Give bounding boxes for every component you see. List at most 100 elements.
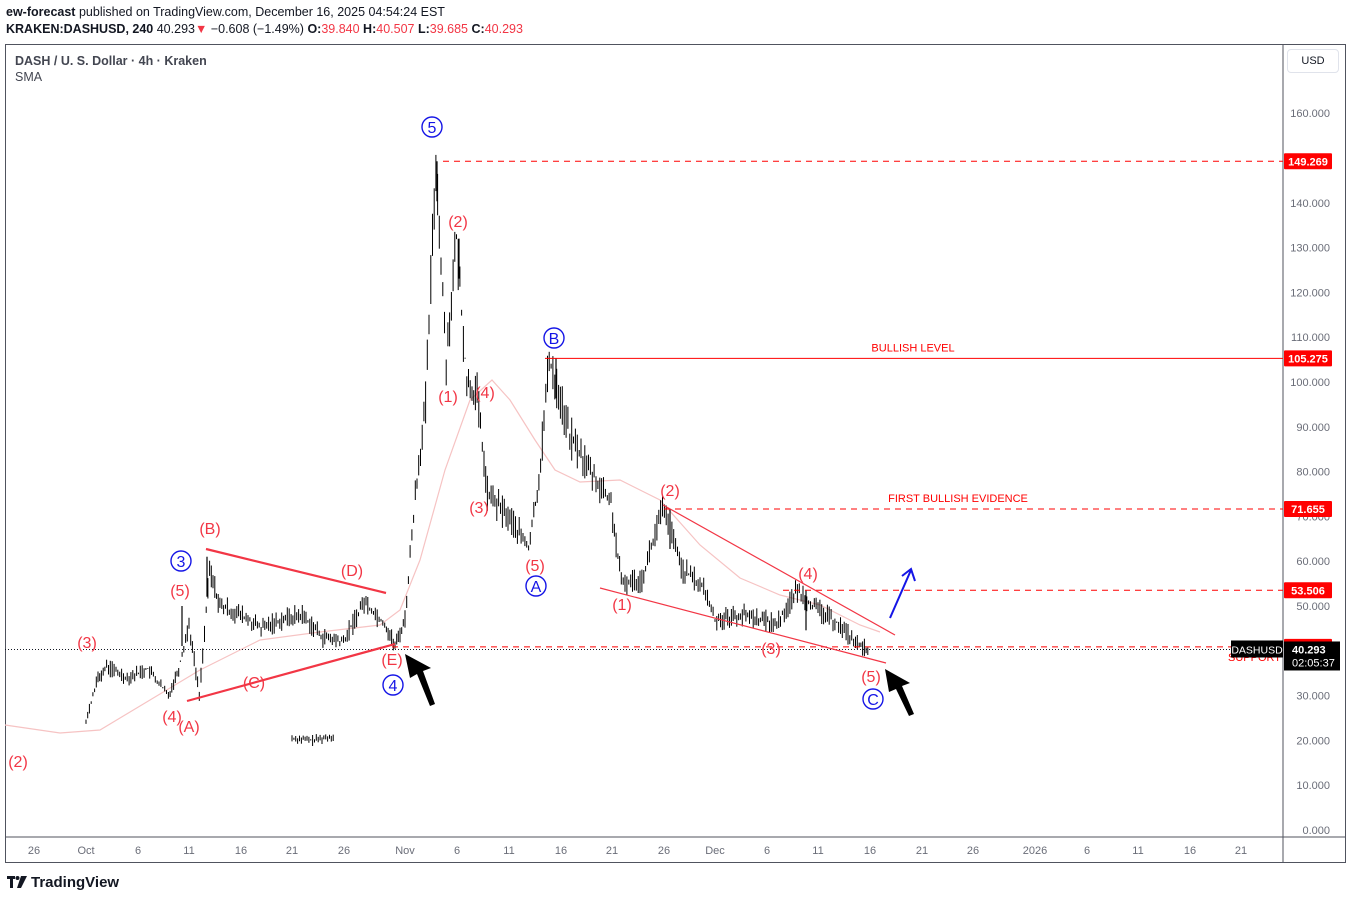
open-value: 39.840 <box>321 22 360 36</box>
wave-label-blue: 4 <box>389 678 398 695</box>
tradingview-logo: TradingView <box>7 874 119 891</box>
close-key: C: <box>471 22 485 36</box>
wave-circle-blue <box>382 674 404 696</box>
level-price-tag <box>1284 500 1332 517</box>
close-value: 40.293 <box>484 22 523 36</box>
price-tick-label: 130.000 <box>1290 243 1330 255</box>
trend-lines <box>186 504 896 703</box>
time-tick-label: 11 <box>1132 845 1143 857</box>
last-price: 40.293 <box>156 22 195 36</box>
symbol-tag <box>1231 640 1283 658</box>
wave-label-red: (A) <box>178 719 199 736</box>
wave-label-red: (4) <box>475 385 495 402</box>
price-tick-label: 140.000 <box>1290 198 1330 210</box>
tradingview-logo-icon <box>7 875 27 891</box>
price-tick-label: 30.000 <box>1296 691 1330 703</box>
annotation-arrows <box>405 567 916 716</box>
wave-label-red: (1) <box>438 389 458 406</box>
open-key: O: <box>307 22 322 36</box>
price-tick-label: 90.000 <box>1296 422 1330 434</box>
symbol-info-line: KRAKEN:DASHUSD, 240 40.293▼ −0.608 (−1.4… <box>6 22 523 36</box>
currency-button[interactable]: USD <box>1287 49 1339 73</box>
wave-label-red: (4) <box>162 709 182 726</box>
legend-indicator-sma[interactable]: SMA <box>15 70 43 84</box>
chart-legend: DASH / U. S. Dollar · 4h · Kraken SMA <box>15 53 207 85</box>
symbol-tag-label: DASHUSD <box>1231 644 1283 656</box>
author-name: ew-forecast <box>6 5 76 19</box>
wave-labels: (2)(3)(4)(A)(5)(B)(C)(D)(E)(2)(1) (4)(3)(… <box>8 116 884 771</box>
price-tick-label: 100.000 <box>1290 377 1330 389</box>
time-tick-label: 6 <box>135 845 141 857</box>
level-price-tag <box>1284 153 1332 170</box>
time-tick-label: 6 <box>764 845 770 857</box>
level-price-label: 53.506 <box>1291 585 1325 597</box>
triangle-upper-line[interactable] <box>205 547 387 595</box>
black-arrow-icon <box>885 669 914 716</box>
wave-label-red: (2) <box>660 483 680 500</box>
wave-label-red: (5) <box>861 669 881 686</box>
wave-label-red: (2) <box>8 754 28 771</box>
wave-label-red: (1) <box>612 597 632 614</box>
price-tick-label: 60.000 <box>1296 556 1330 568</box>
publish-text: published on TradingView.com, December 1… <box>75 5 445 19</box>
time-tick-label: 2026 <box>1023 845 1047 857</box>
wedge-upper-line[interactable] <box>662 504 896 636</box>
black-arrow-icon <box>405 654 435 706</box>
price-tick-label: 10.000 <box>1296 780 1330 792</box>
time-tick-label: 26 <box>338 845 350 857</box>
publish-info: ew-forecast published on TradingView.com… <box>6 5 445 19</box>
time-tick-label: 26 <box>28 845 40 857</box>
current-price-value: 40.293 <box>1292 644 1326 656</box>
wave-circle-blue <box>862 688 884 710</box>
down-arrow-icon: ▼ <box>194 22 208 36</box>
time-tick-label: 21 <box>916 845 928 857</box>
wave-label-red: (5) <box>525 558 545 575</box>
wedge-lower-line[interactable] <box>599 587 887 664</box>
price-tick-label: 50.000 <box>1296 601 1330 613</box>
time-tick-label: 6 <box>454 845 460 857</box>
wave-label-blue: C <box>867 692 879 709</box>
symbol-name: KRAKEN:DASHUSD, 240 <box>6 22 154 36</box>
chart-frame <box>5 44 1346 863</box>
wave-label-blue: 3 <box>177 554 186 571</box>
time-tick-label: 16 <box>1184 845 1196 857</box>
time-tick-label: 16 <box>555 845 567 857</box>
high-value: 40.507 <box>376 22 415 36</box>
time-axis[interactable]: 26 Oct 6 11 16 21 26 Nov 6 11 16 21 26 Dec 6 11 16 21 26 20… <box>28 845 1247 857</box>
wave-label-red: (5) <box>170 583 190 600</box>
wave-circle-blue <box>170 550 192 572</box>
low-key: L: <box>417 22 430 36</box>
wave-label-red: (3) <box>761 641 781 658</box>
time-tick-label: 11 <box>503 845 514 857</box>
price-tick-label: 20.000 <box>1296 735 1330 747</box>
bar-countdown: 02:05:37 <box>1292 657 1335 669</box>
triangle-lower-line[interactable] <box>186 642 396 703</box>
wave-label-red: (3) <box>77 635 97 652</box>
wave-label-red: (4) <box>798 566 818 583</box>
wave-label-blue: B <box>549 331 560 348</box>
level-price-tag <box>1284 582 1332 599</box>
wave-circle-blue <box>525 575 547 597</box>
level-text: FIRST BULLISH EVIDENCE <box>888 493 1028 505</box>
tradingview-logo-text: TradingView <box>31 874 120 891</box>
wave-circle-blue <box>543 327 565 349</box>
time-tick-label: Oct <box>77 845 94 857</box>
price-levels: 149.269 BULLISH LEVEL 105.275 FIRST BULLISH… <box>392 153 1332 664</box>
time-tick-label: 16 <box>235 845 247 857</box>
wave-label-red: (2) <box>448 214 468 231</box>
wave-label-red: (B) <box>199 521 220 538</box>
price-axis[interactable]: 0.00010.00020.00030.00040.00050.00060.00… <box>1290 108 1330 837</box>
wave-label-red: (C) <box>243 675 265 692</box>
time-tick-label: Nov <box>395 845 415 857</box>
wave-label-red: (E) <box>381 652 402 669</box>
legend-title: DASH / U. S. Dollar · 4h · Kraken <box>15 54 207 68</box>
price-tick-label: 0.000 <box>1302 825 1330 837</box>
level-price-label: 149.269 <box>1288 156 1328 168</box>
level-price-label: 71.655 <box>1291 504 1325 516</box>
sma-line <box>4 379 881 734</box>
level-text: BULLISH LEVEL <box>871 342 954 354</box>
wave-label-blue: A <box>531 579 542 596</box>
wave-label-red: (D) <box>341 563 363 580</box>
